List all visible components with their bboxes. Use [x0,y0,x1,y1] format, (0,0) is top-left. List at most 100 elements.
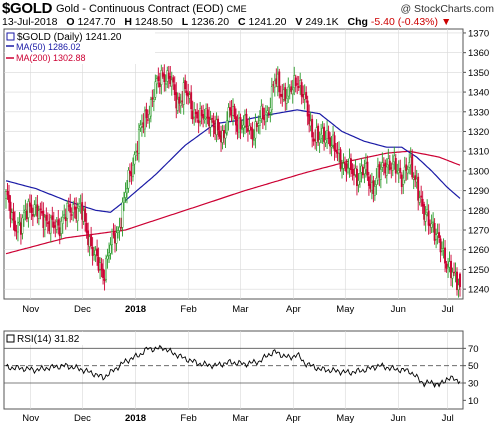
rsi-x-tick-label: Feb [180,413,196,424]
candle-body [78,203,81,207]
candle-body [456,271,458,291]
candle-body [151,97,154,100]
candle-body [273,80,276,88]
candle-body [317,125,320,142]
candle-body [109,244,112,254]
candle-body [278,71,281,93]
candle-body [160,70,163,85]
y-tick-label: 1250 [468,265,489,276]
candle-body [46,222,49,224]
candle-body [206,109,209,119]
candle-body [314,139,317,141]
candle-body [257,123,260,126]
candle-body [5,191,7,199]
candle-body [63,214,66,216]
candle-body [329,137,332,147]
candle-body [335,149,337,153]
candle-body [112,231,115,236]
candle-body [364,163,367,170]
candle-body [142,122,145,128]
candle-body [21,217,24,234]
down-arrow-icon: ▼ [440,16,452,28]
candle-body [64,216,67,222]
candle-body [99,262,102,270]
candle-body [378,164,381,178]
watermark[interactable]: @ StockCharts.com [400,3,494,15]
candle-body [260,105,263,119]
candle-body [229,107,231,111]
candle-body [232,106,234,116]
legend-item-price: $GOLD (Daily) 1241.20 [6,32,122,43]
candle-body [243,114,246,127]
candle-body [350,158,352,171]
candle-body [284,87,287,102]
candle-body [454,271,457,274]
candle-body [114,234,116,244]
candle-body [387,158,390,166]
candle-body [11,212,13,220]
candle-body [427,210,430,226]
high-value: 1248.50 [134,16,173,28]
x-tick-label: Nov [22,304,39,315]
candle-body [409,156,412,166]
candle-body [430,223,433,228]
candle-body [16,222,19,233]
candle-body [263,116,266,121]
candle-body [339,149,342,169]
candle-body [223,130,225,138]
candle-body [297,86,300,88]
candle-body [208,116,211,127]
candle-body [414,175,417,181]
candle-body [169,75,172,84]
candle-body [75,206,78,219]
candle-body [48,221,51,232]
candle-body [308,113,311,125]
candle-body [384,162,387,174]
candle-body [22,211,25,220]
candle-body [39,208,42,210]
open-label: O [66,16,75,28]
candle-body [305,92,308,100]
candle-body [291,89,294,95]
change-label: Chg [347,16,368,28]
candle-body [306,100,309,117]
candle-body [230,109,233,116]
candle-body [439,238,442,253]
candle-body [358,173,361,182]
candle-body [312,138,315,142]
y-tick-label: 1280 [468,206,489,217]
volume-value: 249.1K [305,16,339,28]
candle-body [103,278,106,281]
candle-body [221,130,224,143]
candle-body [140,123,143,127]
candle-body [267,112,270,115]
candle-body [393,155,396,163]
candle-body [402,177,405,185]
candle-body [258,120,261,126]
candle-body [175,92,178,109]
candle-body [403,166,406,181]
candle-body [178,96,181,104]
candle-body [93,253,96,255]
candle-body [318,139,321,143]
candle-body [70,214,73,216]
rsi-x-tick-label: Jul [442,413,454,424]
legend-label-ma50: MA(50) 1286.02 [16,42,81,52]
candle-body [18,221,21,224]
y-tick-label: 1260 [468,245,489,256]
rsi-legend: RSI(14) 31.82 [5,332,85,345]
candle-body [211,118,214,120]
price-axis: 1240 1250 1260 1270 1280 1290 1300 1310 1320 1330… [463,28,489,296]
candle-body [275,78,278,85]
candle-body [133,154,136,165]
candle-body [27,201,30,218]
rsi-x-tick-label: Mar [232,413,248,424]
candle-body [37,210,40,219]
candle-body [120,227,122,229]
candle-body [438,232,441,239]
candle-body [418,197,421,203]
candle-body [390,167,393,169]
contract-name: Gold - Continuous Contract (EOD) [56,3,224,15]
x-tick-label: May [336,304,354,315]
